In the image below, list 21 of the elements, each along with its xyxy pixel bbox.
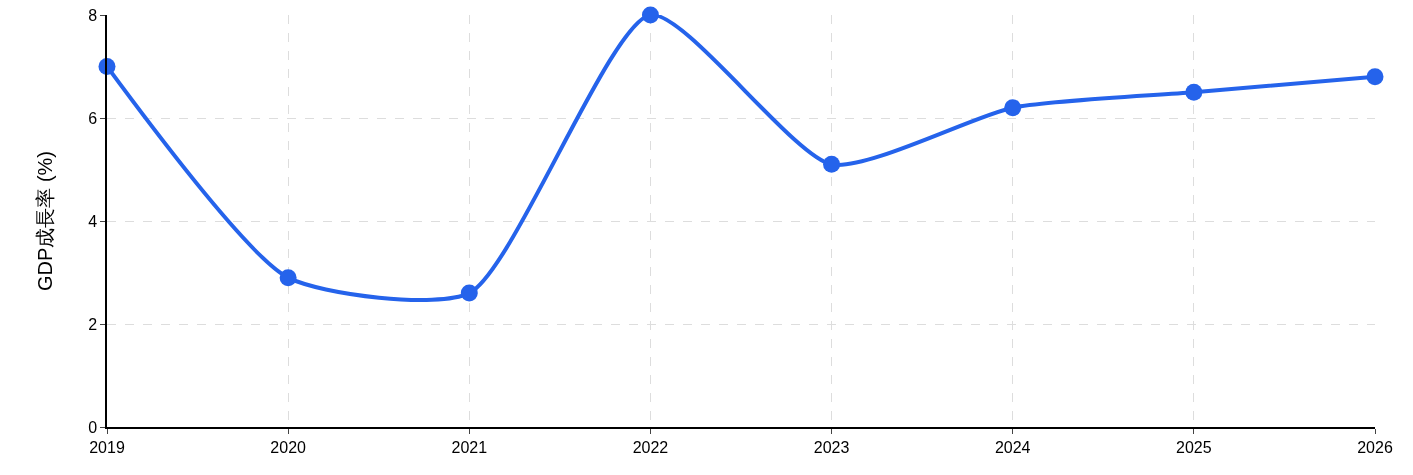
x-tick-label: 2020: [270, 438, 307, 456]
x-tick-label: 2025: [1176, 438, 1212, 456]
y-axis-title: GDP成長率 (%): [34, 151, 57, 291]
point: [460, 284, 478, 302]
point: [279, 269, 297, 287]
y-tick-label: 2: [88, 315, 98, 333]
y-tick-label: 0: [88, 418, 98, 436]
x-tick-label: 2022: [632, 438, 669, 456]
y-tick-label: 4: [88, 212, 98, 230]
point: [823, 155, 841, 173]
y-tick-label: 6: [88, 109, 98, 127]
point: [641, 6, 659, 24]
point: [1004, 99, 1022, 117]
x-tick-label: 2019: [89, 438, 125, 456]
point: [1185, 83, 1203, 101]
x-tick-label: 2026: [1357, 438, 1393, 456]
x-tick-label: 2023: [813, 438, 850, 456]
x-tick-label: 2021: [451, 438, 488, 456]
x-tick-label: 2024: [994, 438, 1031, 456]
point: [1366, 68, 1384, 86]
y-tick-label: 8: [88, 6, 98, 24]
